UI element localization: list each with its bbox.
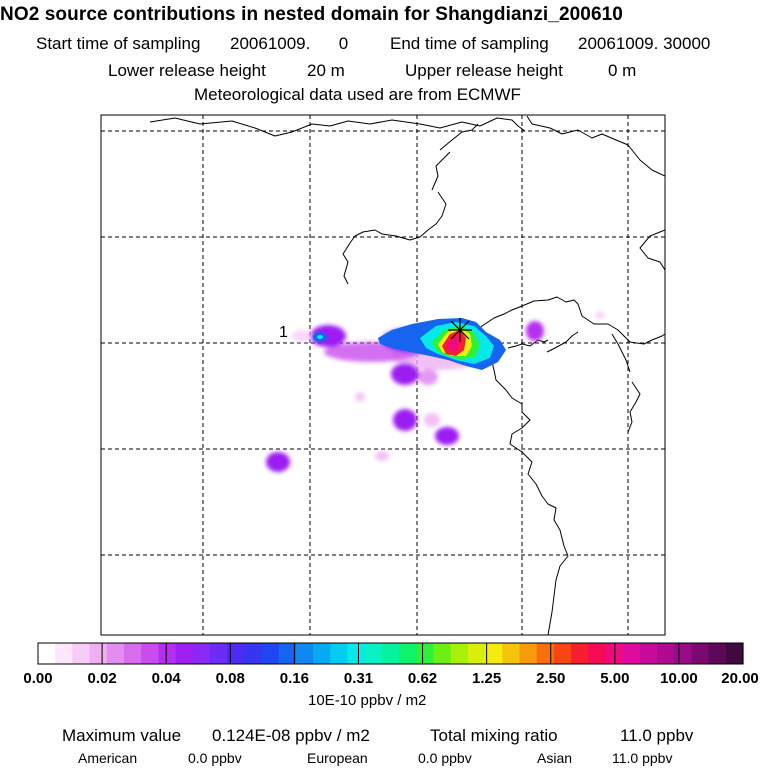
end-time-label: End time of sampling: [390, 34, 549, 53]
color-bar-swatch: [347, 643, 366, 664]
color-bar-swatch: [158, 643, 177, 664]
legend-tick-label: 5.00: [600, 670, 630, 687]
color-bar-swatch: [295, 643, 314, 664]
map-frame: [100, 114, 666, 636]
color-bar-swatch: [55, 643, 73, 664]
coastlines-borders: [149, 115, 665, 635]
legend-tick-label: 0.02: [87, 670, 117, 687]
color-bar-swatch: [89, 643, 108, 664]
color-bar-swatch: [330, 643, 349, 664]
color-bar-swatch: [467, 643, 486, 664]
met-data-note: Meteorological data used are from ECMWF: [194, 85, 521, 104]
color-bar-swatch: [381, 643, 400, 664]
site-label: 1: [279, 324, 288, 341]
upper-release-value: 0 m: [608, 61, 637, 80]
color-bar-swatch: [72, 643, 91, 664]
color-bar-swatch: [313, 643, 331, 664]
color-bar: [37, 642, 744, 665]
color-bar-swatch: [588, 643, 607, 664]
american-value: 0.0 ppbv: [188, 750, 242, 766]
concentration-plume: [266, 312, 605, 472]
color-bar-ticks: [101, 643, 680, 664]
page-title: NO2 source contributions in nested domai…: [0, 4, 623, 25]
color-bar-frame: [37, 642, 744, 665]
color-bar-swatch: [725, 643, 744, 664]
color-bar-swatch: [227, 643, 245, 664]
legend-tick-label: 0.31: [343, 670, 374, 687]
color-bar-swatch: [278, 643, 297, 664]
color-bar-swatch: [106, 643, 125, 664]
max-value-label: Maximum value: [62, 726, 182, 745]
color-bar-swatch: [657, 643, 675, 664]
upper-release-label: Upper release height: [405, 61, 563, 80]
color-bar-swatch: [450, 643, 469, 664]
end-time-value: 20061009. 30000: [578, 34, 711, 53]
site-marker-icon: [448, 318, 472, 342]
color-bar-swatch: [536, 643, 555, 664]
color-bar-swatch: [485, 643, 503, 664]
legend-tick-label: 0.08: [215, 670, 245, 687]
asian-value: 11.0 ppbv: [612, 750, 673, 766]
legend-tick-label: 0.16: [279, 670, 309, 687]
color-bar-swatch: [553, 643, 572, 664]
color-bar-swatch: [141, 643, 159, 664]
map-area: [101, 115, 665, 635]
color-bar-swatch: [209, 643, 228, 664]
lower-release-value: 20 m: [307, 61, 345, 80]
asian-label: Asian: [537, 750, 573, 766]
color-bar-swatch: [433, 643, 452, 664]
legend-tick-label: 0.04: [151, 670, 181, 687]
legend-tick-label: 0.00: [23, 670, 53, 687]
color-bar-swatch: [416, 643, 435, 664]
color-bar-swatch: [399, 643, 417, 664]
color-bar-swatch: [622, 643, 641, 664]
color-bar-swatch: [639, 643, 658, 664]
graticule: [101, 115, 665, 635]
legend-tick-label: 10.00: [660, 670, 698, 687]
color-bar-swatch: [708, 643, 727, 664]
start-time-value: 20061009. 0: [230, 34, 349, 53]
color-bar-swatch: [674, 643, 693, 664]
color-bar-swatch: [364, 643, 383, 664]
color-bar-swatch: [244, 643, 263, 664]
start-time-label: Start time of sampling: [36, 34, 201, 53]
european-label: European: [307, 750, 368, 766]
color-bar-swatch: [261, 643, 280, 664]
color-bar-swatch: [123, 643, 142, 664]
legend-unit: 10E-10 ppbv / m2: [308, 692, 427, 709]
legend-tick-label: 1.25: [472, 670, 502, 687]
american-label: American: [78, 750, 138, 766]
european-value: 0.0 ppbv: [418, 750, 472, 766]
color-bar-swatch: [502, 643, 521, 664]
color-bar-swatch: [691, 643, 710, 664]
color-bar-swatch: [38, 643, 56, 664]
legend-tick-label: 20.00: [721, 670, 759, 687]
color-bar-swatch: [192, 643, 211, 664]
legend-tick-label: 0.62: [407, 670, 438, 687]
total-mixing-label: Total mixing ratio: [430, 726, 558, 745]
lower-release-label: Lower release height: [108, 61, 266, 80]
color-bar-swatch: [519, 643, 538, 664]
max-value: 0.124E-08 ppbv / m2: [212, 726, 370, 745]
color-bar-swatch: [175, 643, 194, 664]
color-bar-swatch: [571, 643, 589, 664]
total-mixing-value: 11.0 ppbv: [620, 726, 694, 745]
legend-tick-label: 2.50: [536, 670, 566, 687]
